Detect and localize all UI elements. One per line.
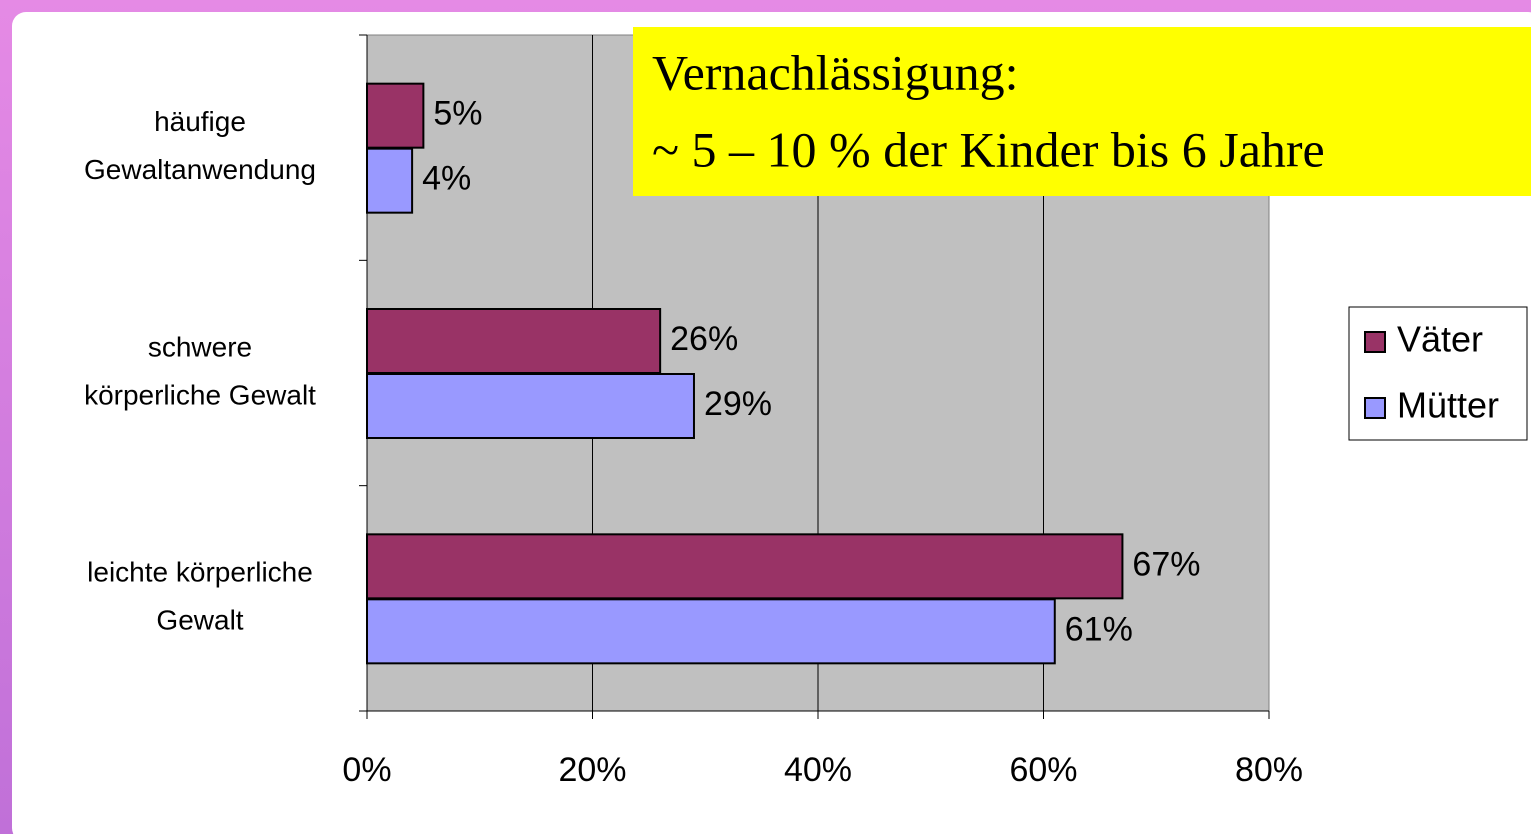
y-tick-label: Gewaltanwendung: [84, 154, 316, 185]
y-tick-label: häufige: [154, 106, 246, 137]
data-label: 67%: [1132, 545, 1200, 583]
bar: [366, 533, 1124, 600]
y-tick-label: schwere: [148, 331, 252, 362]
bar: [366, 598, 1056, 665]
legend-label: Väter: [1397, 319, 1483, 360]
annotation: ~ 5 – 10 % der Kinder bis 6 Jahre: [652, 121, 1325, 177]
x-tick-label: 60%: [1009, 751, 1077, 789]
x-tick-label: 20%: [558, 751, 626, 789]
legend-swatch: [1364, 397, 1386, 419]
legend-label: Mütter: [1397, 385, 1499, 426]
y-tick-label: leichte körperliche: [87, 557, 313, 588]
x-tick-label: 0%: [342, 751, 391, 789]
y-tick-label: körperliche Gewalt: [84, 379, 316, 410]
data-label: 26%: [670, 320, 738, 358]
data-label: 4%: [422, 160, 471, 198]
bar: [366, 147, 414, 214]
data-label: 61%: [1065, 610, 1133, 648]
x-tick-label: 40%: [784, 751, 852, 789]
bar: [366, 373, 695, 439]
data-label: 29%: [704, 385, 772, 423]
annotation-box: [633, 27, 1531, 196]
data-label: 5%: [433, 95, 482, 133]
annotation: Vernachlässigung:: [652, 44, 1019, 100]
y-tick-label: Gewalt: [156, 605, 243, 636]
legend-swatch: [1364, 331, 1386, 353]
bar: [366, 82, 425, 149]
x-tick-label: 80%: [1235, 751, 1303, 789]
bar: [366, 308, 662, 374]
